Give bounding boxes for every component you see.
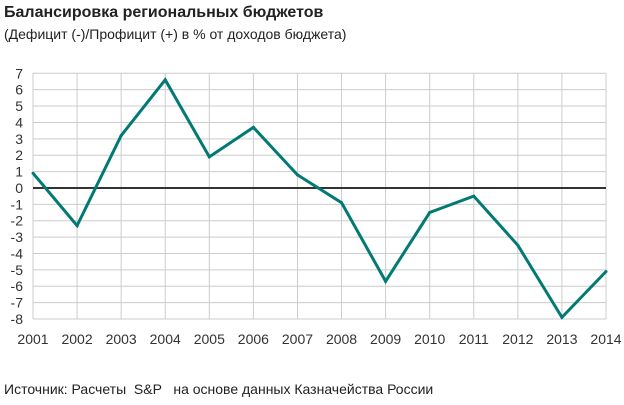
y-tick-label: 1 (15, 164, 23, 180)
x-tick-label: 2001 (17, 331, 48, 347)
x-tick-label: 2008 (326, 331, 357, 347)
data-point (560, 315, 564, 319)
x-tick-label: 2007 (282, 331, 313, 347)
grid (32, 72, 607, 320)
x-tick-label: 2010 (414, 331, 445, 347)
data-point (428, 211, 432, 215)
y-tick-label: 2 (15, 147, 23, 163)
y-tick-label: 3 (15, 131, 23, 147)
x-tick-label: 2014 (590, 331, 621, 347)
y-tick-label: 6 (15, 82, 23, 98)
data-point (516, 243, 520, 247)
chart-subtitle: (Дефицит (-)/Профицит (+) в % от доходов… (4, 26, 347, 42)
y-tick-label: 0 (15, 180, 23, 196)
x-tick-label: 2011 (459, 331, 489, 347)
x-tick-label: 2002 (61, 331, 92, 347)
y-tick-label: -1 (11, 196, 24, 212)
x-tick-label: 2006 (238, 331, 269, 347)
y-tick-label: 5 (15, 98, 23, 114)
data-point (207, 155, 211, 159)
y-tick-label: -8 (11, 311, 24, 327)
data-point (119, 134, 123, 138)
y-tick-label: 7 (15, 65, 23, 81)
x-tick-label: 2012 (502, 331, 533, 347)
data-point (251, 125, 255, 129)
data-point (295, 173, 299, 177)
x-tick-label: 2005 (194, 331, 225, 347)
data-point (472, 194, 476, 198)
y-tick-label: -4 (11, 245, 24, 261)
chart-title: Балансировка региональных бюджетов (4, 4, 324, 21)
y-tick-label: 4 (15, 114, 23, 130)
data-point (604, 269, 608, 273)
x-tick-label: 2004 (150, 331, 181, 347)
series-line (31, 77, 608, 320)
x-tick-label: 2009 (370, 331, 401, 347)
data-point (340, 201, 344, 205)
y-tick-label: -7 (11, 295, 24, 311)
series (31, 77, 608, 320)
x-tick-label: 2013 (546, 331, 577, 347)
source-note: Источник: Расчеты S&P на основе данных К… (4, 381, 434, 397)
y-tick-label: -6 (11, 278, 24, 294)
x-tick-label: 2003 (106, 331, 137, 347)
y-tick-label: -3 (11, 229, 24, 245)
x-axis-ticks: 2001 2002 2003 2004 2005 2006 2007 2008 2009 2010… (17, 331, 621, 347)
data-point (384, 279, 388, 283)
data-point (163, 78, 167, 82)
data-point (31, 171, 35, 175)
data-point (75, 224, 79, 228)
y-tick-label: -2 (11, 213, 24, 229)
y-tick-label: -5 (11, 262, 24, 278)
